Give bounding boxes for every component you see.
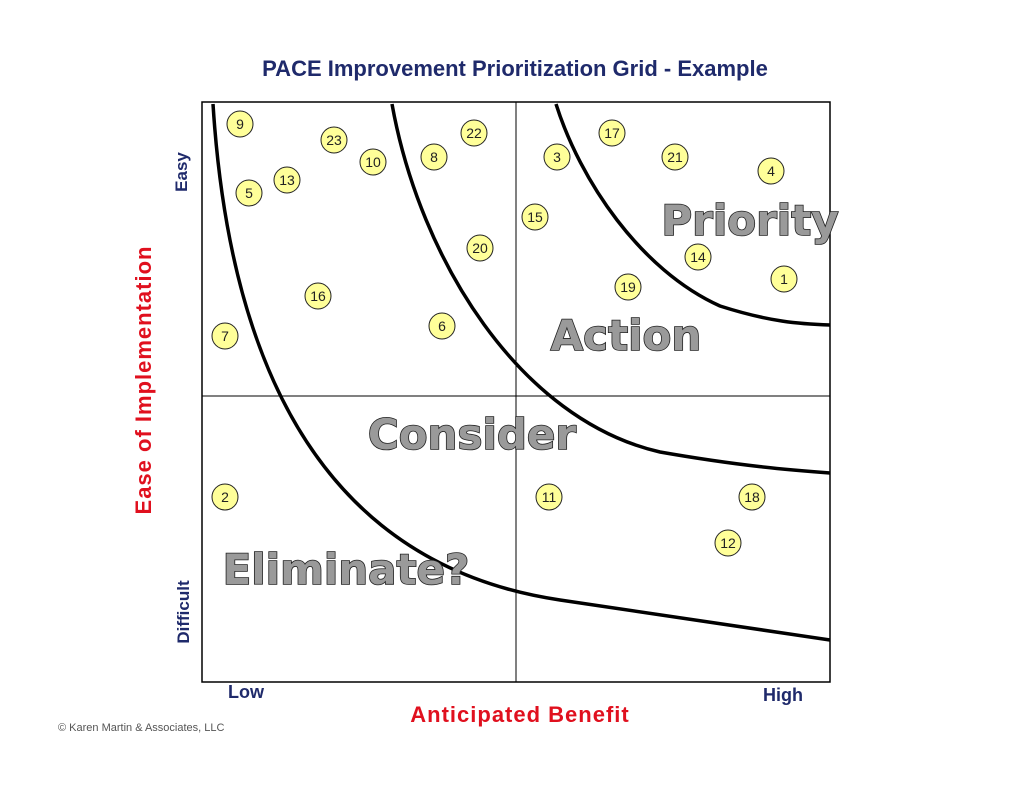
item-marker-circle	[738, 483, 766, 511]
item-marker: 17	[598, 119, 626, 147]
zone-label-consider: Consider	[368, 410, 577, 459]
zone-label-action: Action	[551, 311, 702, 360]
item-marker-number: 6	[438, 318, 446, 334]
item-marker: 15	[521, 203, 549, 231]
item-marker: 11	[535, 483, 563, 511]
item-marker-circle	[661, 143, 689, 171]
item-marker-number: 1	[780, 271, 788, 287]
item-marker-circle	[211, 322, 239, 350]
item-marker-circle	[320, 126, 348, 154]
x-axis-label: Anticipated Benefit	[410, 702, 630, 727]
item-marker-circle	[359, 148, 387, 176]
copyright-notice: © Karen Martin & Associates, LLC	[58, 722, 225, 734]
zone-label-eliminate: Eliminate?	[223, 545, 470, 594]
item-marker: 12	[714, 529, 742, 557]
item-marker-number: 10	[365, 154, 381, 170]
item-marker: 6	[428, 312, 456, 340]
x-axis-low-label: Low	[228, 682, 264, 702]
item-marker-circle	[521, 203, 549, 231]
item-marker-number: 14	[690, 249, 706, 265]
item-marker-number: 9	[236, 116, 244, 132]
item-marker: 20	[466, 234, 494, 262]
zone-label-priority: Priority	[661, 196, 838, 245]
item-marker-circle	[460, 119, 488, 147]
item-marker: 19	[614, 273, 642, 301]
item-marker-circle	[757, 157, 785, 185]
item-marker: 3	[543, 143, 571, 171]
item-marker: 13	[273, 166, 301, 194]
item-marker-circle	[428, 312, 456, 340]
item-marker-circle	[226, 110, 254, 138]
action-priority-boundary	[554, 103, 831, 327]
item-markers: 9 23 10 8 22 3 17 21 4 13 5 15 20 14 1 19 16 6 7 2 11 18 12	[211, 110, 798, 557]
item-marker: 2	[211, 483, 239, 511]
item-marker-number: 15	[527, 209, 543, 225]
item-marker: 23	[320, 126, 348, 154]
item-marker-number: 21	[667, 149, 683, 165]
item-marker-number: 7	[221, 328, 229, 344]
item-marker-number: 16	[310, 288, 326, 304]
item-marker-number: 22	[466, 125, 482, 141]
item-marker-number: 3	[553, 149, 561, 165]
item-marker-number: 2	[221, 489, 229, 505]
item-marker-circle	[714, 529, 742, 557]
item-marker-circle	[235, 179, 263, 207]
item-marker-number: 18	[744, 489, 760, 505]
item-marker: 18	[738, 483, 766, 511]
item-marker: 16	[304, 282, 332, 310]
item-marker: 7	[211, 322, 239, 350]
item-marker-circle	[273, 166, 301, 194]
item-marker-number: 20	[472, 240, 488, 256]
chart-title: PACE Improvement Prioritization Grid - E…	[262, 56, 768, 81]
item-marker-number: 17	[604, 125, 620, 141]
item-marker: 5	[235, 179, 263, 207]
item-marker-circle	[598, 119, 626, 147]
x-axis-high-label: High	[763, 685, 803, 705]
eliminate-consider-boundary	[211, 103, 831, 642]
item-marker: 1	[770, 265, 798, 293]
item-marker-number: 13	[279, 172, 295, 188]
item-marker: 21	[661, 143, 689, 171]
item-marker: 9	[226, 110, 254, 138]
item-marker-circle	[684, 243, 712, 271]
item-marker-number: 8	[430, 149, 438, 165]
item-marker-circle	[535, 483, 563, 511]
item-marker-number: 5	[245, 185, 253, 201]
consider-action-boundary	[390, 103, 831, 475]
item-marker-number: 4	[767, 163, 775, 179]
item-marker-circle	[770, 265, 798, 293]
item-marker: 14	[684, 243, 712, 271]
item-marker-number: 12	[720, 535, 736, 551]
item-marker-circle	[543, 143, 571, 171]
item-marker-number: 19	[620, 279, 636, 295]
item-marker-circle	[466, 234, 494, 262]
item-marker: 4	[757, 157, 785, 185]
item-marker-number: 11	[542, 489, 557, 505]
item-marker: 22	[460, 119, 488, 147]
item-marker-circle	[304, 282, 332, 310]
item-marker-circle	[614, 273, 642, 301]
item-marker-circle	[420, 143, 448, 171]
item-marker: 8	[420, 143, 448, 171]
item-marker-number: 23	[326, 132, 342, 148]
item-marker: 10	[359, 148, 387, 176]
item-marker-circle	[211, 483, 239, 511]
